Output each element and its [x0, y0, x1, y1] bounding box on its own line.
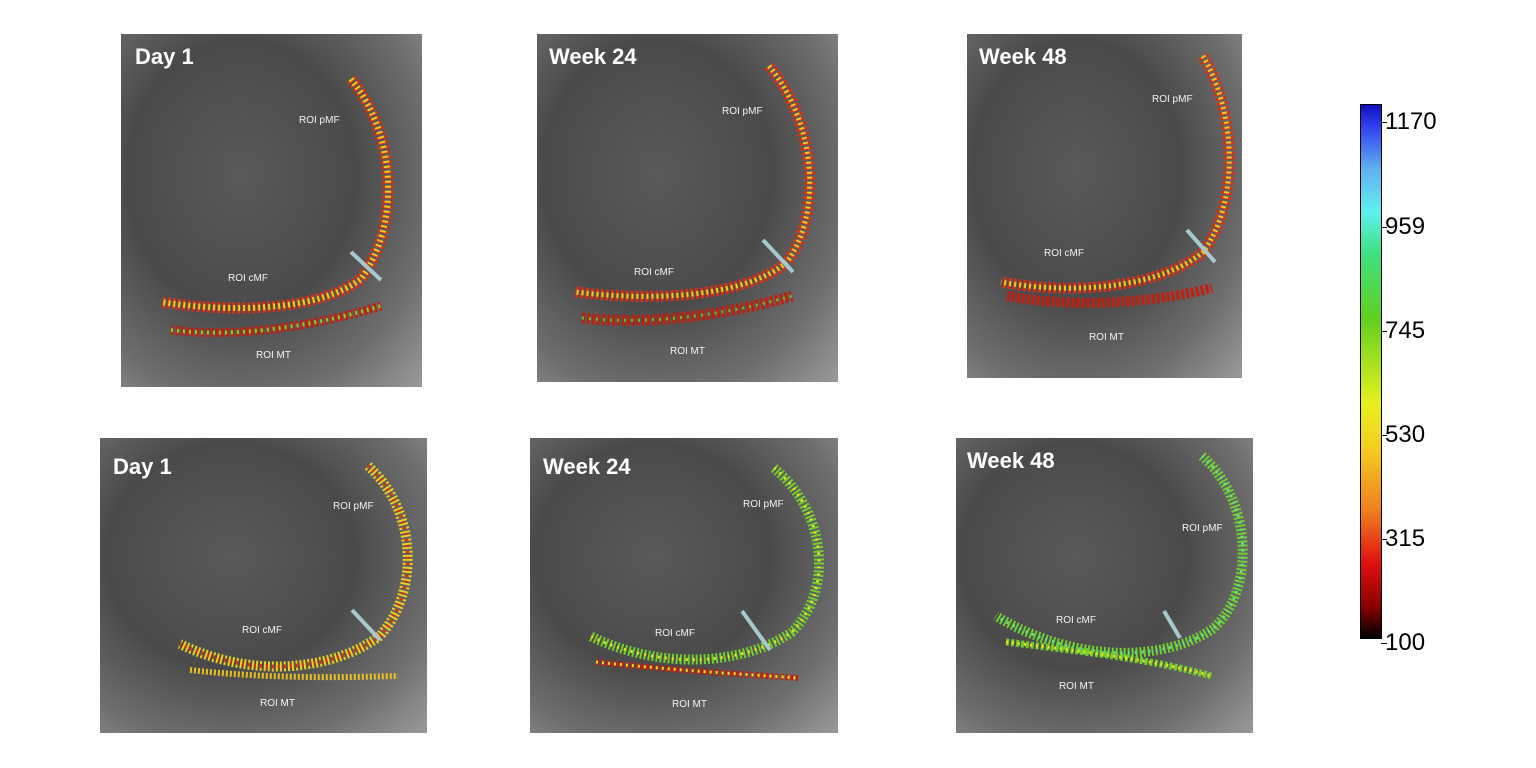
mri-panel-week24-top: Week 24 ROI pMF ROI cMF ROI MT: [537, 34, 838, 382]
panel-title: Week 48: [967, 448, 1055, 473]
cartilage-map-overlay: [574, 62, 816, 326]
roi-mt-label: ROI MT: [1089, 332, 1124, 343]
cartilage-map-overlay: [160, 75, 394, 338]
colorbar-label: 530: [1385, 421, 1426, 448]
mri-panel-day1-top: Day 1 ROI pMF ROI cMF ROI MT: [121, 34, 422, 387]
roi-cmf-label: ROI cMF: [655, 628, 695, 639]
roi-cmf-label: ROI cMF: [1056, 615, 1096, 626]
cartilage-map-overlay: [993, 452, 1248, 680]
panel-title: Week 48: [979, 44, 1067, 69]
roi-mt-label: ROI MT: [672, 699, 707, 710]
roi-mt-label: ROI MT: [256, 350, 291, 361]
colorbar-tick: [1381, 435, 1387, 436]
roi-mt-label: ROI MT: [260, 698, 295, 709]
panel-title: Week 24: [543, 454, 631, 479]
panel-title: Day 1: [113, 454, 172, 479]
roi-pmf-label: ROI pMF: [1182, 523, 1223, 534]
cartilage-map-overlay: [1000, 53, 1235, 308]
mri-panel-week48-top: Week 48 ROI pMF ROI cMF ROI MT: [967, 34, 1242, 378]
panel-title: Day 1: [135, 44, 194, 69]
colorbar-label: 745: [1385, 317, 1426, 344]
mri-panel-day1-bottom: Day 1 ROI pMF ROI cMF ROI MT: [100, 438, 427, 733]
roi-cmf-label: ROI cMF: [242, 625, 282, 636]
roi-pmf-label: ROI pMF: [299, 115, 340, 126]
colorbar-label: 100: [1385, 629, 1426, 656]
roi-cmf-label: ROI cMF: [228, 273, 268, 284]
roi-cmf-label: ROI cMF: [634, 267, 674, 278]
roi-mt-label: ROI MT: [670, 346, 705, 357]
roi-pmf-label: ROI pMF: [333, 501, 374, 512]
roi-cmf-label: ROI cMF: [1044, 248, 1084, 259]
roi-pmf-label: ROI pMF: [1152, 94, 1193, 105]
colorbar-label: 1170: [1385, 108, 1437, 135]
colorbar-tick: [1381, 643, 1387, 644]
cartilage-map-overlay: [177, 462, 413, 681]
colorbar-tick: [1381, 122, 1387, 123]
colorbar-tick: [1381, 539, 1387, 540]
cartilage-map-overlay: [587, 464, 824, 681]
roi-pmf-label: ROI pMF: [743, 499, 784, 510]
mri-panel-week24-bottom: Week 24 ROI pMF ROI cMF ROI MT: [530, 438, 838, 733]
colorbar-tick: [1381, 227, 1387, 228]
colorbar-tick: [1381, 331, 1387, 332]
colorbar: [1360, 104, 1382, 639]
panel-title: Week 24: [549, 44, 637, 69]
roi-pmf-label: ROI pMF: [722, 106, 763, 117]
roi-mt-label: ROI MT: [1059, 681, 1094, 692]
mri-panel-week48-bottom: Week 48 ROI pMF ROI cMF ROI MT: [956, 438, 1253, 733]
colorbar-label: 959: [1385, 213, 1426, 240]
colorbar-label: 315: [1385, 525, 1426, 552]
